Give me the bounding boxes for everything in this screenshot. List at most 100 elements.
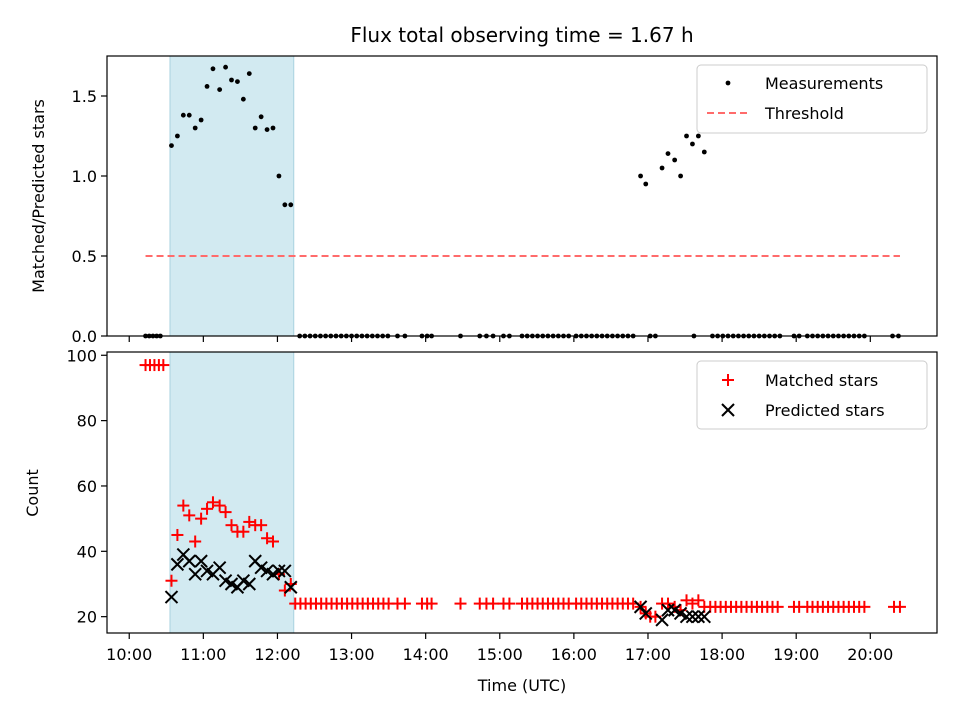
predicted-star-point [284, 580, 298, 594]
measurement-point [217, 87, 223, 92]
measurement-point [701, 149, 707, 155]
legend-measurements-label: Measurements [765, 74, 883, 93]
measurement-point [665, 151, 671, 157]
matched-star-point [454, 597, 467, 610]
measurement-point [169, 143, 174, 149]
matched-star-point [487, 597, 500, 610]
predicted-star-point [685, 609, 700, 624]
matched-star-point [225, 519, 238, 532]
measurement-point [240, 96, 246, 102]
matched-star-point [858, 600, 871, 613]
measurement-point [659, 165, 665, 171]
matched-star-point [189, 535, 202, 548]
top-highlight-span [169, 55, 295, 337]
measurement-point [223, 64, 228, 70]
top-legend: Measurements Threshold [696, 64, 928, 134]
matched-star-point [255, 519, 268, 532]
measurement-point [210, 66, 216, 72]
measurement-point [672, 157, 678, 163]
x-tick-label: 13:00 [328, 645, 374, 664]
bottom-x-axis-ticks: 10:00 11:00 12:00 13:00 14:00 15:00 16:00 17:00… [106, 633, 893, 664]
y-tick-label: 0.5 [72, 247, 97, 266]
measurement-point [186, 112, 192, 118]
matched-star-point [267, 535, 279, 548]
x-tick-label: 11:00 [180, 645, 226, 664]
top-axes-frame [106, 55, 938, 337]
y-tick-label: 1.5 [72, 87, 97, 106]
y-tick-label: 40 [77, 542, 97, 561]
measurement-point [690, 141, 695, 147]
measurement-point [695, 133, 701, 139]
measurement-point [235, 79, 240, 84]
legend-measurements-marker [725, 80, 731, 86]
bottom-predicted-points [164, 547, 712, 627]
measurement-point [264, 127, 270, 132]
y-tick-label: 20 [77, 608, 97, 627]
matched-star-point [893, 600, 906, 613]
x-tick-label: 15:00 [477, 645, 523, 664]
measurement-point [246, 71, 252, 76]
x-tick-label: 17:00 [625, 645, 671, 664]
y-tick-label: 60 [77, 477, 97, 496]
top-panel: Flux total observing time = 1.67 h 0.0 0.… [29, 23, 938, 346]
legend-matched-label: Matched stars [765, 371, 878, 390]
predicted-star-point [691, 609, 706, 624]
predicted-star-point [679, 609, 694, 624]
predicted-star-point [164, 590, 179, 604]
bottom-highlight-span [169, 351, 295, 634]
bottom-y-axis-label: Count [23, 469, 42, 517]
predicted-star-point [272, 564, 286, 578]
bottom-legend: Matched stars Predicted stars [696, 360, 928, 430]
measurement-point [638, 173, 643, 179]
predicted-star-point [194, 554, 208, 568]
y-tick-label: 0.0 [72, 327, 97, 346]
x-tick-label: 12:00 [254, 645, 300, 664]
x-tick-label: 16:00 [551, 645, 597, 664]
x-tick-label: 18:00 [699, 645, 745, 664]
predicted-star-point [242, 577, 256, 591]
top-y-axis-label: Matched/Predicted stars [29, 99, 48, 293]
measurement-point [192, 125, 198, 131]
bottom-y-axis-ticks: 20 40 60 80 100 [66, 346, 107, 627]
predicted-star-point [278, 564, 292, 578]
bottom-legend-box [696, 360, 928, 430]
predicted-star-point [188, 567, 202, 581]
y-tick-label: 1.0 [72, 167, 97, 186]
x-tick-label: 14:00 [403, 645, 449, 664]
matched-star-point [177, 499, 190, 512]
y-tick-label: 80 [77, 412, 97, 431]
legend-predicted-marker [721, 403, 735, 417]
top-chart-title: Flux total observing time = 1.67 h [350, 23, 693, 47]
legend-threshold-label: Threshold [764, 104, 844, 123]
predicted-star-point [182, 554, 196, 568]
matched-star-point [425, 597, 438, 610]
matched-star-point [157, 359, 170, 372]
matched-star-point [201, 502, 214, 515]
measurement-point [258, 114, 264, 120]
matched-star-point [219, 506, 232, 519]
measurement-point [180, 112, 186, 118]
predicted-star-point [655, 613, 669, 627]
matched-star-point [661, 597, 674, 610]
predicted-star-point [697, 609, 712, 624]
matched-star-point [692, 594, 705, 607]
matched-star-point [206, 496, 219, 509]
bottom-matched-points [139, 359, 906, 623]
measurement-point [282, 202, 288, 208]
predicted-star-point [212, 560, 227, 575]
x-axis-label: Time (UTC) [477, 676, 566, 695]
matched-star-point [771, 600, 784, 613]
y-tick-label: 100 [66, 346, 97, 365]
measurement-point [252, 125, 258, 131]
measurement-point [643, 181, 649, 187]
x-tick-label: 10:00 [106, 645, 152, 664]
x-tick-label: 20:00 [847, 645, 893, 664]
legend-predicted-label: Predicted stars [765, 401, 885, 420]
x-tick-label: 19:00 [773, 645, 819, 664]
legend-matched-marker [722, 374, 734, 386]
matched-star-point [195, 512, 208, 525]
top-legend-box [696, 64, 928, 134]
bottom-axes-frame [106, 351, 938, 634]
measurement-point [276, 173, 282, 179]
